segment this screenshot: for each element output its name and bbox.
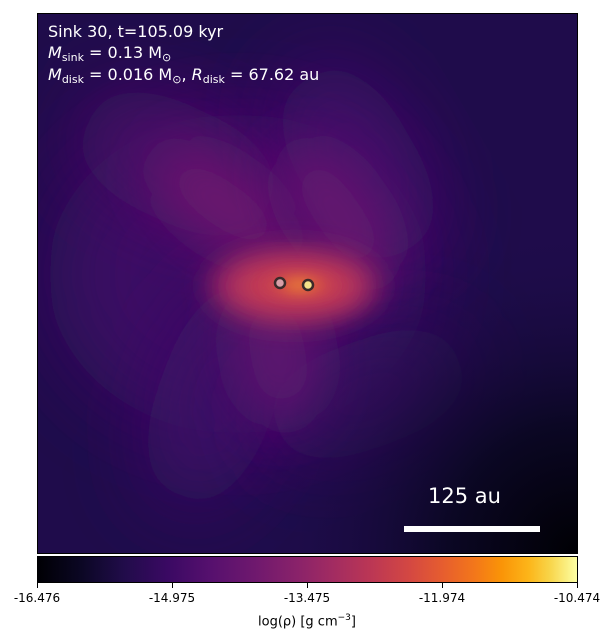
sink-particle-marker (273, 276, 287, 290)
disk-mass-value: = 0.016 M (83, 65, 173, 84)
colorbar-tick-label: -11.974 (418, 591, 466, 605)
disk-mass-symbol: M (48, 65, 62, 84)
sink-particle-marker (301, 278, 315, 292)
colorbar-tick (307, 583, 308, 588)
sink-mass-unit: ⊙ (162, 51, 172, 64)
sink-mass-value: = 0.13 M (83, 43, 163, 62)
colorbar-label-exponent: −3 (337, 613, 351, 623)
disk-radius-subscript: disk (202, 73, 225, 86)
disk-radius-value: = 67.62 au (224, 65, 320, 84)
colorbar-label-suffix: ] (350, 614, 356, 630)
colorbar-tick (37, 583, 38, 588)
disk-mass-subscript: disk (61, 73, 84, 86)
colorbar-tick (577, 583, 578, 588)
sink-mass-subscript: sink (61, 51, 84, 64)
sink-title: Sink 30, t=105.09 kyr (48, 22, 224, 41)
disk-properties-line: Mdisk = 0.016 M⊙, Rdisk = 67.62 au (48, 65, 319, 85)
colorbar (37, 556, 578, 583)
colorbar-tick-label: -13.475 (283, 591, 331, 605)
disk-radius-symbol: R (191, 65, 203, 84)
colorbar-label-prefix: log(ρ) [g cm (258, 614, 338, 630)
colorbar-tick (172, 583, 173, 588)
colorbar-label: log(ρ) [g cm−3] (258, 613, 356, 629)
scale-bar-label: 125 au (428, 484, 501, 508)
separator: , (181, 65, 192, 84)
disk-mass-unit: ⊙ (172, 73, 182, 86)
colorbar-tick-label: -16.476 (13, 591, 61, 605)
colorbar-tick (442, 583, 443, 588)
colorbar-tick-label: -10.474 (553, 591, 601, 605)
colorbar-tick-label: -14.975 (148, 591, 196, 605)
density-image (38, 14, 577, 553)
scale-bar (404, 526, 540, 532)
sink-mass-symbol: M (48, 43, 62, 62)
density-map: Sink 30, t=105.09 kyr Msink = 0.13 M⊙ Md… (37, 13, 578, 554)
sink-mass-line: Msink = 0.13 M⊙ (48, 43, 171, 63)
